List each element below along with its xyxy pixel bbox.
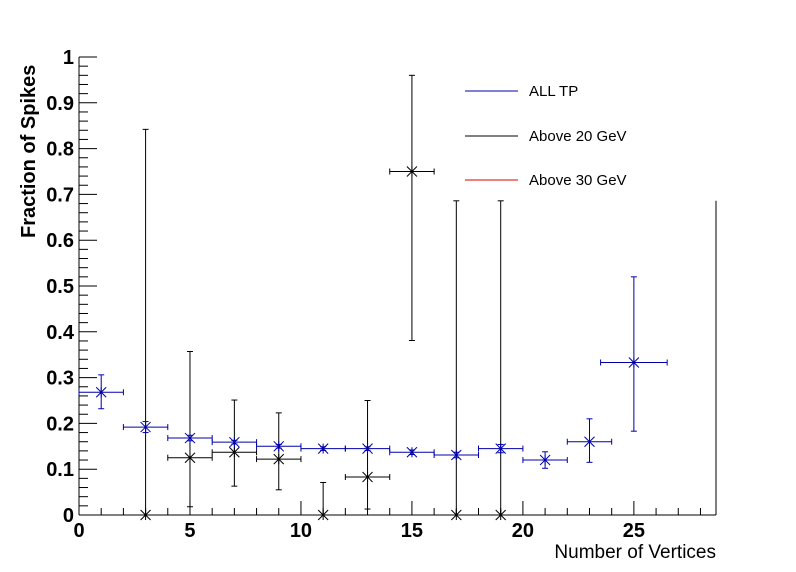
y-tick-label: 0.5 (46, 276, 74, 298)
y-tick-label: 0.1 (46, 459, 74, 481)
data-point (600, 276, 668, 432)
data-point (450, 200, 462, 521)
x-axis-title: Number of Vertices (554, 542, 716, 563)
x-tick-label: 0 (73, 520, 84, 542)
data-point (256, 440, 302, 452)
legend-item: Above 30 GeV (465, 172, 627, 189)
legend-label: ALL TP (529, 83, 578, 100)
data-point (522, 451, 568, 469)
legend-label: Above 20 GeV (529, 128, 627, 145)
data-point (389, 446, 435, 458)
data-point (566, 418, 613, 463)
data-point (211, 436, 258, 448)
data-point (478, 443, 524, 454)
data-point (389, 74, 435, 342)
data-point (167, 432, 213, 444)
legend-item: ALL TP (465, 83, 578, 100)
x-tick-label: 20 (512, 520, 534, 542)
y-axis-title: Fraction of Spikes (18, 65, 40, 238)
data-point (256, 412, 302, 491)
y-tick-label: 0.7 (46, 184, 74, 206)
data-point (140, 128, 151, 521)
x-tick-label: 15 (401, 520, 423, 542)
legend: ALL TP Above 20 GeV Above 30 GeV (465, 83, 627, 189)
data-point (317, 481, 329, 521)
data-point (122, 421, 169, 434)
y-tick-label: 0.9 (46, 93, 74, 115)
x-tick-label: 25 (623, 520, 645, 542)
y-tick-label: 0.6 (46, 230, 74, 252)
legend-label: Above 30 GeV (529, 172, 627, 189)
x-tick-label: 10 (290, 520, 312, 542)
data-point (300, 443, 346, 454)
axis-ticks (78, 56, 701, 516)
plot-frame (78, 57, 716, 516)
data-point (344, 443, 391, 454)
data-point (78, 374, 124, 410)
y-tick-label: 0.8 (46, 139, 74, 161)
series-all-tp (78, 276, 668, 469)
y-tick-label: 0.4 (46, 322, 75, 344)
y-tick-label: 0.2 (46, 413, 74, 435)
data-point (495, 200, 507, 521)
legend-item: Above 20 GeV (465, 128, 627, 145)
tick-labels: 00.10.20.30.40.50.60.70.80.910 5 10 15 20 25 (46, 47, 645, 542)
y-tick-label: 0.3 (46, 368, 74, 390)
series-above-20-gev (140, 74, 507, 521)
y-tick-label: 1 (63, 47, 74, 69)
data-point (344, 400, 391, 510)
data-point (167, 350, 213, 508)
y-tick-label: 0 (63, 505, 74, 527)
data-series (78, 74, 717, 521)
data-point (433, 449, 480, 461)
x-tick-label: 5 (184, 520, 195, 542)
